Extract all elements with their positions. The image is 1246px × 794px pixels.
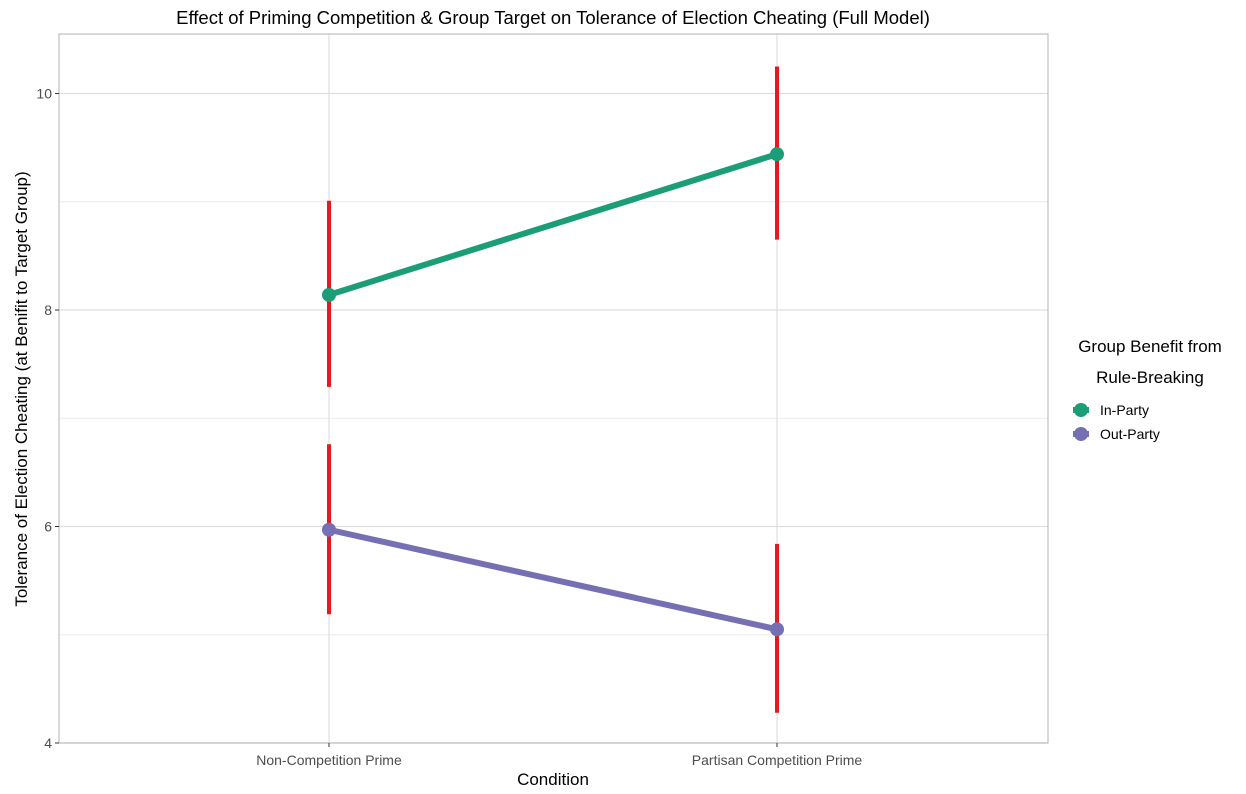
data-point-in-party <box>322 287 336 302</box>
legend-title-line-2: Rule-Breaking <box>1096 368 1204 387</box>
legend-title-line-1: Group Benefit from <box>1078 337 1222 356</box>
y-tick-label: 6 <box>44 519 52 535</box>
data-point-out-party <box>322 522 336 537</box>
tick-labels: 4 6 8 10 Non-Competition Prime Partisan Compe… <box>36 86 862 768</box>
x-tick-label: Partisan Competition Prime <box>692 752 863 768</box>
series-line-in-party <box>326 151 780 298</box>
series-line-out-party <box>326 526 780 633</box>
y-tick-label: 10 <box>36 86 52 102</box>
x-tick-label: Non-Competition Prime <box>256 752 402 768</box>
data-point-in-party <box>770 147 784 162</box>
y-tick-label: 8 <box>44 302 52 318</box>
data-point-out-party <box>770 622 784 637</box>
y-tick-label: 4 <box>44 735 52 751</box>
legend-key-point-out-party <box>1074 427 1088 441</box>
plot-panel <box>58 33 1049 744</box>
series-layer <box>322 147 784 637</box>
x-axis-title: Condition <box>517 770 589 789</box>
y-axis-title: Tolerance of Election Cheating (at Benif… <box>12 171 31 606</box>
legend-keys: In-Party Out-Party <box>1073 402 1160 442</box>
legend-label-in-party: In-Party <box>1100 402 1149 418</box>
chart-title: Effect of Priming Competition & Group Ta… <box>176 7 930 28</box>
legend: Group Benefit from Rule-Breaking In-Part… <box>1073 337 1222 442</box>
grid-layer <box>59 34 1048 744</box>
legend-key-point-in-party <box>1074 403 1088 417</box>
legend-label-out-party: Out-Party <box>1100 426 1160 442</box>
